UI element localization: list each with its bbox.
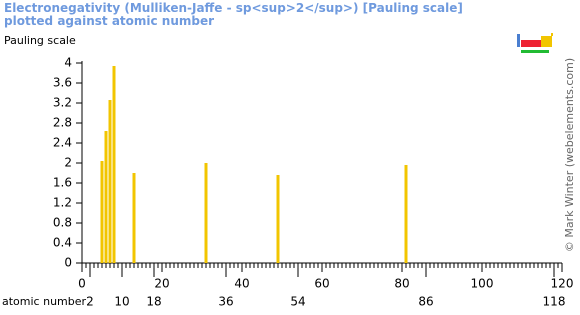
y-tick-label: 4 bbox=[64, 56, 72, 70]
x-tick-label: 80 bbox=[394, 277, 409, 291]
y-tick-label: 2 bbox=[64, 156, 72, 170]
bar bbox=[108, 100, 112, 263]
group-tick-label: 2 bbox=[86, 295, 94, 309]
x-tick-label: 100 bbox=[471, 277, 494, 291]
bar bbox=[112, 66, 116, 263]
periodic-table-icon bbox=[517, 33, 553, 53]
bar bbox=[404, 165, 408, 263]
group-tick-label: 36 bbox=[218, 295, 233, 309]
bar bbox=[204, 163, 208, 263]
x-tick-label: 0 bbox=[78, 277, 86, 291]
group-tick-label: 54 bbox=[290, 295, 305, 309]
y-axis-label: Pauling scale bbox=[4, 34, 76, 47]
y-tick-label: 1.2 bbox=[53, 196, 72, 210]
y-tick-label: 1.6 bbox=[53, 176, 72, 190]
x-axis-label: atomic number bbox=[2, 295, 87, 308]
y-tick-label: 0.4 bbox=[53, 236, 72, 250]
y-tick-label: 2.8 bbox=[53, 116, 72, 130]
y-tick-label: 0 bbox=[64, 256, 72, 270]
bar bbox=[100, 161, 104, 263]
y-tick-label: 3.2 bbox=[53, 96, 72, 110]
bar bbox=[104, 131, 108, 263]
credit: © Mark Winter (webelements.com) bbox=[563, 58, 576, 252]
group-tick-label: 18 bbox=[146, 295, 161, 309]
group-tick-label: 10 bbox=[114, 295, 129, 309]
y-tick-label: 3.6 bbox=[53, 76, 72, 90]
x-tick-label: 120 bbox=[551, 277, 574, 291]
y-tick-label: 0.8 bbox=[53, 216, 72, 230]
y-tick-label: 2.4 bbox=[53, 136, 72, 150]
x-tick-label: 60 bbox=[314, 277, 329, 291]
x-tick-label: 40 bbox=[234, 277, 249, 291]
bar bbox=[276, 175, 280, 263]
x-tick-label: 20 bbox=[154, 277, 169, 291]
group-tick-label: 118 bbox=[543, 295, 566, 309]
bar bbox=[132, 173, 136, 263]
chart-title: Electronegativity (Mulliken-Jaffe - sp<s… bbox=[4, 1, 463, 28]
group-tick-label: 86 bbox=[418, 295, 433, 309]
